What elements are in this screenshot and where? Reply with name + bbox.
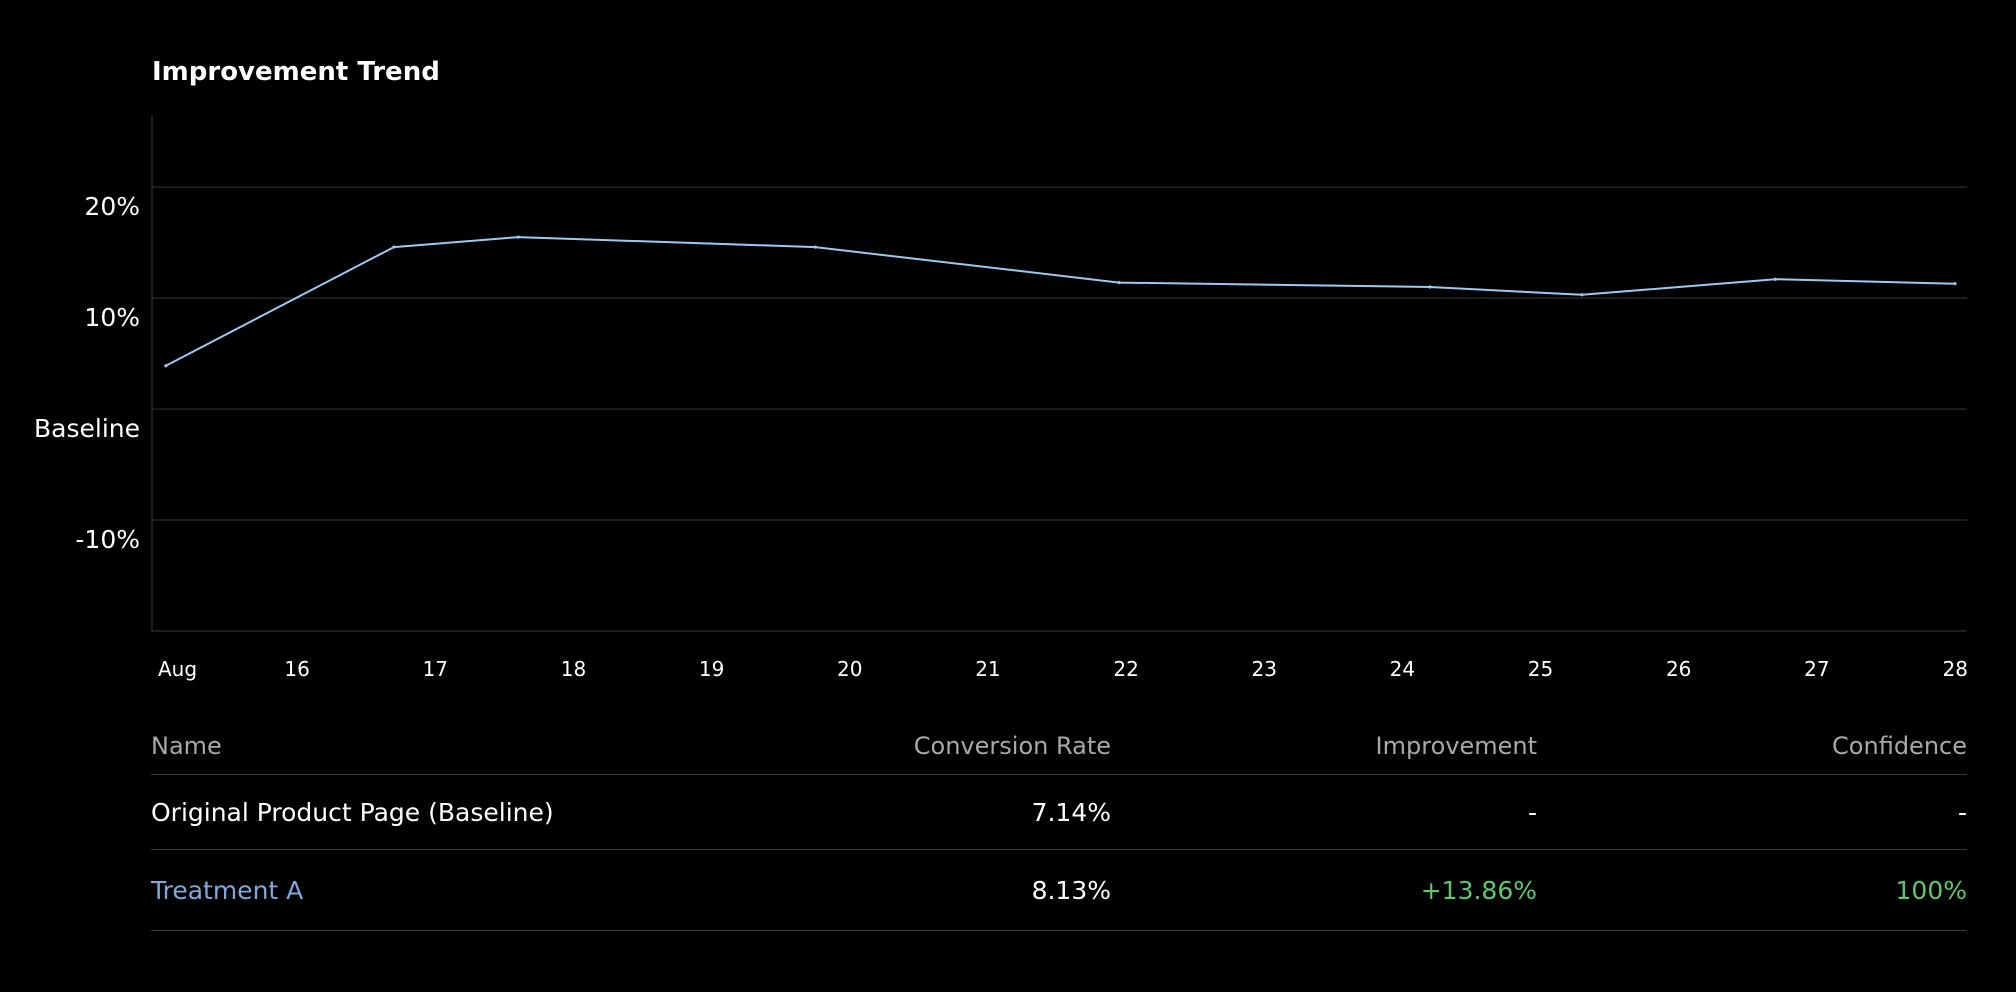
data-point — [516, 235, 520, 239]
x-tick-label: Aug — [158, 657, 197, 681]
data-point — [392, 245, 396, 249]
chart-title: Improvement Trend — [152, 57, 440, 87]
row-name: Original Product Page (Baseline) — [151, 774, 711, 850]
header-name[interactable]: Name — [151, 718, 711, 775]
data-point — [1580, 293, 1584, 297]
x-tick-label: 23 — [1252, 657, 1277, 681]
x-tick-label: 19 — [699, 657, 724, 681]
x-tick-label: 24 — [1390, 657, 1415, 681]
row-improvement: - — [1111, 774, 1537, 850]
table-row-treatment[interactable]: Treatment A 8.13% +13.86% 100% — [151, 849, 1967, 931]
table-header-row: Name Conversion Rate Improvement Confide… — [151, 718, 1967, 775]
y-tick-label: -10% — [75, 525, 140, 554]
y-tick-label: 20% — [84, 192, 140, 221]
row-confidence: - — [1537, 774, 1967, 850]
x-tick-label: 27 — [1804, 657, 1829, 681]
data-point — [1428, 285, 1432, 289]
x-tick-label: 26 — [1666, 657, 1691, 681]
row-name-link[interactable]: Treatment A — [151, 849, 711, 931]
x-tick-label: 21 — [975, 657, 1000, 681]
data-point — [1117, 280, 1121, 285]
results-table: Name Conversion Rate Improvement Confide… — [151, 718, 1967, 931]
x-tick-label: 18 — [561, 657, 586, 681]
data-point — [1773, 277, 1777, 281]
header-confidence[interactable]: Confidence — [1537, 718, 1967, 775]
data-point — [164, 364, 168, 368]
row-conversion-rate: 7.14% — [711, 774, 1111, 850]
row-confidence: 100% — [1537, 849, 1967, 931]
x-tick-label: 22 — [1113, 657, 1138, 681]
x-tick-label: 17 — [423, 657, 448, 681]
x-tick-label: 20 — [837, 657, 862, 681]
header-improvement[interactable]: Improvement — [1111, 718, 1537, 775]
y-tick-label: 10% — [84, 303, 140, 332]
row-improvement: +13.86% — [1111, 849, 1537, 931]
series-line — [165, 236, 1956, 367]
y-tick-label: Baseline — [34, 414, 140, 443]
row-conversion-rate: 8.13% — [711, 849, 1111, 931]
x-tick-label: 25 — [1528, 657, 1553, 681]
trend-chart: 20% 10% Baseline -10% Aug 16 17 18 19 20 21 22 23 24… — [34, 115, 1968, 681]
data-point — [1953, 282, 1957, 286]
x-tick-label: 28 — [1943, 657, 1968, 681]
table-row-baseline: Original Product Page (Baseline) 7.14% -… — [151, 774, 1967, 850]
x-tick-label: 16 — [284, 657, 309, 681]
header-conversion-rate[interactable]: Conversion Rate — [711, 718, 1111, 775]
data-point — [813, 245, 817, 249]
